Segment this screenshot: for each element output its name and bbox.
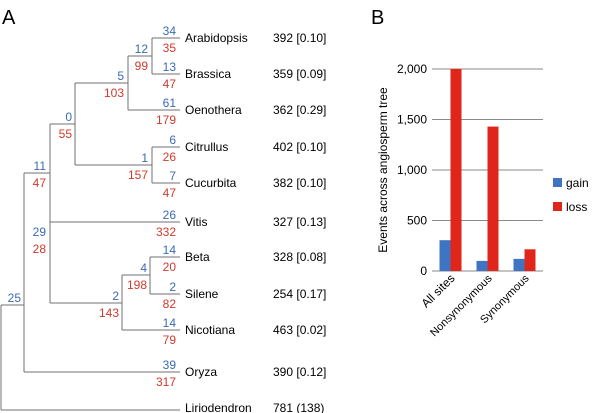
loss-node-caryophyllales: 198 (127, 278, 147, 292)
stat-citrullus: 402 [0.10] (273, 140, 326, 154)
gain-beta: 14 (163, 243, 177, 257)
bar-gain-nonsynonymous (476, 260, 488, 271)
gain-brassica: 13 (163, 60, 177, 74)
taxon-arabidopsis: Arabidopsis (185, 31, 248, 45)
loss-beta: 20 (163, 260, 177, 274)
loss-node-brassicaceae: 99 (135, 59, 149, 73)
stat-beta: 328 [0.08] (273, 250, 326, 264)
gain-node-malvids: 5 (117, 69, 124, 83)
gain-node-mesangiosperms: 25 (8, 291, 22, 305)
y-tick-label: 1,000 (397, 163, 427, 177)
gain-oryza: 39 (163, 358, 177, 372)
legend-label-loss: loss (566, 200, 587, 214)
loss-node-rosids: 55 (59, 127, 73, 141)
panel-a-label: A (2, 7, 16, 29)
bar-gain-synonymous (513, 258, 525, 271)
gain-vitis: 26 (163, 208, 177, 222)
y-tick-label: 500 (407, 214, 427, 228)
tree-branches (0, 37, 180, 411)
loss-cucurbita: 47 (163, 186, 177, 200)
taxon-vitis: Vitis (185, 215, 207, 229)
chart-y-tick-labels: 0 500 1,000 1,500 2,000 (397, 62, 427, 278)
taxon-beta: Beta (185, 250, 210, 264)
loss-vitis: 332 (156, 225, 176, 239)
stat-vitis: 327 [0.13] (273, 215, 326, 229)
stat-oenothera: 362 [0.29] (273, 103, 326, 117)
taxon-names: Arabidopsis Brassica Oenothera Citrullus… (185, 31, 252, 413)
chart-legend: gain loss (553, 176, 589, 214)
panel-b-label: B (371, 7, 384, 29)
bar-loss-synonymous (524, 249, 536, 271)
taxon-brassica: Brassica (185, 67, 231, 81)
gain-citrullus: 6 (169, 133, 176, 147)
taxon-oenothera: Oenothera (185, 103, 242, 117)
loss-oenothera: 179 (156, 113, 176, 127)
stat-silene: 254 [0.17] (273, 287, 326, 301)
loss-brassica: 47 (163, 77, 177, 91)
loss-node-rosids-vitis: 47 (33, 176, 47, 190)
bar-loss-all-sites (450, 69, 462, 271)
gain-node-cucurbitaceae: 1 (141, 151, 148, 165)
legend-swatch-gain (553, 178, 562, 187)
internal-event-labels: 12 99 5 103 1 157 0 55 11 47 4 198 2 143… (8, 42, 149, 320)
chart-bars (439, 69, 536, 271)
stat-cucurbita: 382 [0.10] (273, 176, 326, 190)
loss-node-eudicots: 28 (33, 242, 47, 256)
y-tick-label: 2,000 (397, 62, 427, 76)
loss-silene: 82 (163, 297, 177, 311)
stat-oryza: 390 [0.12] (273, 365, 326, 379)
stat-brassica: 359 [0.09] (273, 67, 326, 81)
gain-nicotiana: 14 (163, 316, 177, 330)
gain-node-caryophyllales: 4 (140, 261, 147, 275)
bar-loss-nonsynonymous (487, 126, 499, 271)
stat-arabidopsis: 392 [0.10] (273, 31, 326, 45)
gain-node-eudicots: 29 (33, 225, 47, 239)
stat-nicotiana: 463 [0.02] (273, 323, 326, 337)
bar-chart: 0 500 1,000 1,500 2,000 All sitesNonsynonymo… (376, 62, 589, 339)
taxon-liriodendron: Liriodendron (185, 401, 252, 413)
legend-swatch-loss (553, 202, 562, 211)
gain-node-rosids-vitis: 11 (34, 159, 47, 173)
loss-node-cucurbitaceae: 157 (128, 168, 148, 182)
y-axis-label: Events across angiosperm tree (376, 87, 390, 253)
loss-oryza: 317 (156, 375, 176, 389)
gain-oenothera: 61 (163, 96, 177, 110)
gain-node-brassicaceae: 12 (135, 42, 149, 56)
y-tick-label: 1,500 (397, 113, 427, 127)
loss-arabidopsis: 35 (163, 41, 177, 55)
taxon-nicotiana: Nicotiana (185, 323, 235, 337)
loss-node-asterids: 143 (99, 306, 119, 320)
taxon-stats: 392 [0.10] 359 [0.09] 362 [0.29] 402 [0.… (273, 31, 326, 413)
gain-cucurbita: 7 (169, 169, 176, 183)
loss-nicotiana: 79 (163, 333, 177, 347)
gain-silene: 2 (169, 280, 176, 294)
gain-arabidopsis: 34 (163, 24, 177, 38)
y-tick-label: 0 (420, 264, 427, 278)
legend-label-gain: gain (566, 176, 589, 190)
taxon-oryza: Oryza (185, 365, 217, 379)
loss-citrullus: 26 (163, 150, 177, 164)
stat-liriodendron: 781 (138) (273, 401, 324, 413)
gain-node-asterids: 2 (112, 289, 119, 303)
loss-node-malvids: 103 (104, 86, 124, 100)
taxon-silene: Silene (185, 287, 219, 301)
taxon-citrullus: Citrullus (185, 140, 228, 154)
tip-event-labels: 34 35 13 47 61 179 6 26 7 47 26 332 14 2… (156, 24, 176, 389)
taxon-cucurbita: Cucurbita (185, 176, 237, 190)
gain-node-rosids: 0 (65, 110, 72, 124)
bar-gain-all-sites (439, 240, 451, 271)
